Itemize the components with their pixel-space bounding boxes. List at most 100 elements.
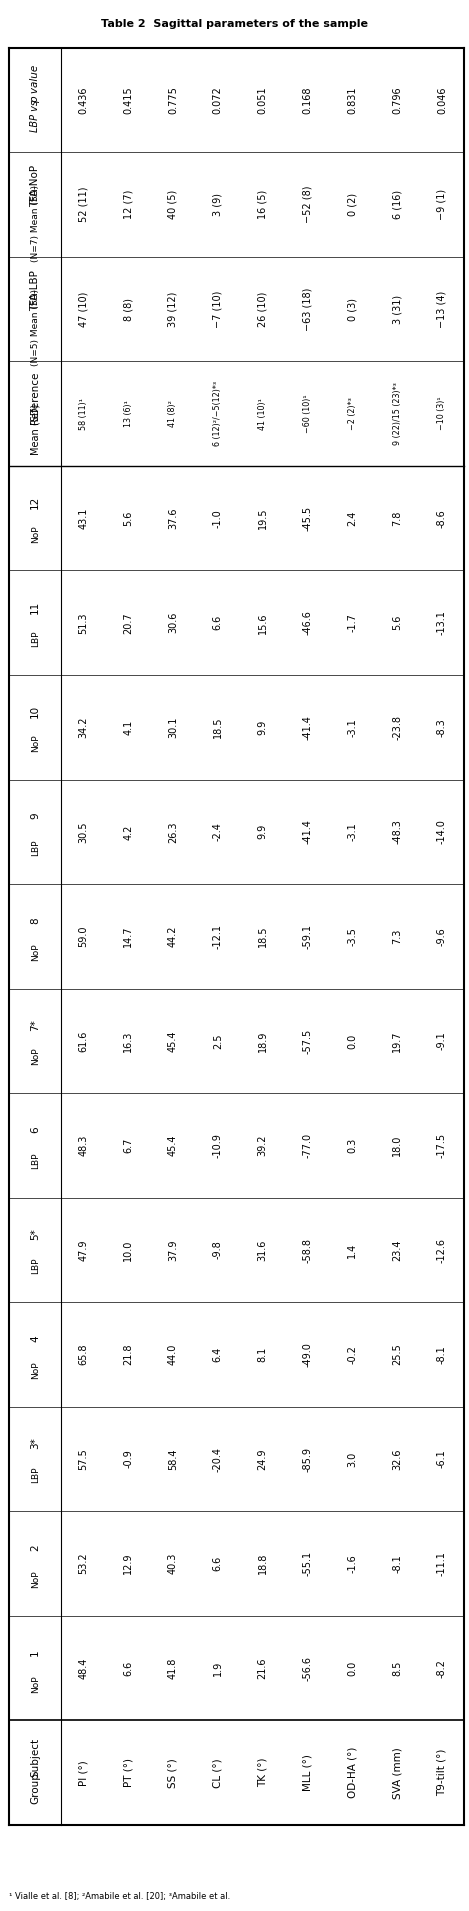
Text: 24.9: 24.9	[257, 1449, 268, 1470]
Text: 48.3: 48.3	[78, 1135, 88, 1156]
Text: 6.6: 6.6	[213, 615, 223, 631]
Text: 2: 2	[30, 1544, 40, 1552]
Text: -10.9: -10.9	[213, 1133, 223, 1158]
Text: 5*: 5*	[30, 1229, 40, 1240]
Text: -3.1: -3.1	[347, 719, 357, 736]
Text: 5.6: 5.6	[123, 510, 133, 526]
Text: 6.4: 6.4	[213, 1347, 223, 1363]
Text: 2.5: 2.5	[213, 1034, 223, 1049]
Text: 0.0: 0.0	[347, 1034, 357, 1049]
Text: PT (°): PT (°)	[123, 1758, 133, 1787]
Text: 18.0: 18.0	[392, 1135, 402, 1156]
Text: −60 (10)¹: −60 (10)¹	[303, 394, 312, 434]
Text: OD-HA (°): OD-HA (°)	[347, 1747, 357, 1798]
Text: 21.8: 21.8	[123, 1343, 133, 1364]
Text: 26 (10): 26 (10)	[257, 292, 268, 327]
Text: 4: 4	[30, 1336, 40, 1342]
Text: 9.9: 9.9	[257, 720, 268, 736]
Text: 12 (7): 12 (7)	[123, 189, 133, 220]
Text: 47 (10): 47 (10)	[78, 292, 88, 327]
Text: −63 (18): −63 (18)	[303, 287, 312, 331]
Text: 7.8: 7.8	[392, 510, 402, 526]
Text: 14.7: 14.7	[123, 925, 133, 948]
Text: -1.7: -1.7	[347, 613, 357, 633]
Text: 30.6: 30.6	[168, 612, 178, 633]
Text: −7 (10): −7 (10)	[213, 290, 223, 329]
Text: -45.5: -45.5	[303, 506, 312, 531]
Text: 0.0: 0.0	[347, 1661, 357, 1676]
Text: 58.4: 58.4	[168, 1449, 178, 1470]
Text: 8.1: 8.1	[257, 1347, 268, 1363]
Text: 44.2: 44.2	[168, 925, 178, 948]
Text: LBP: LBP	[30, 1152, 40, 1170]
Text: 0.831: 0.831	[347, 86, 357, 115]
Text: Reference: Reference	[30, 373, 40, 424]
Text: 1.9: 1.9	[213, 1661, 223, 1676]
Text: 61.6: 61.6	[78, 1030, 88, 1051]
Text: -8.6: -8.6	[437, 508, 447, 527]
Text: 13 (6)¹: 13 (6)¹	[124, 399, 133, 428]
Text: -0.9: -0.9	[123, 1450, 133, 1468]
Text: CL (°): CL (°)	[213, 1758, 223, 1787]
Text: -8.3: -8.3	[437, 719, 447, 736]
Text: 41 (8)²: 41 (8)²	[168, 399, 177, 428]
Text: 39.2: 39.2	[257, 1135, 268, 1156]
Text: 0.051: 0.051	[257, 86, 268, 115]
Text: 18.9: 18.9	[257, 1030, 268, 1051]
Text: 3*: 3*	[30, 1437, 40, 1449]
Text: NoP: NoP	[30, 734, 40, 751]
Text: 58 (11)¹: 58 (11)¹	[79, 397, 88, 430]
Text: 0.3: 0.3	[347, 1137, 357, 1152]
Text: 3.0: 3.0	[347, 1452, 357, 1468]
Text: p value: p value	[30, 65, 40, 103]
Text: -1.0: -1.0	[213, 508, 223, 527]
Text: LBP: LBP	[30, 1466, 40, 1483]
Text: -41.4: -41.4	[303, 715, 312, 740]
Text: 0.046: 0.046	[437, 86, 447, 115]
Text: 4.2: 4.2	[123, 824, 133, 839]
Text: 7.3: 7.3	[392, 929, 402, 944]
Text: -77.0: -77.0	[303, 1133, 312, 1158]
Text: 6 (12)²/−5(12)*³: 6 (12)²/−5(12)*³	[213, 380, 222, 447]
Text: 18.8: 18.8	[257, 1554, 268, 1575]
Text: 12: 12	[30, 497, 40, 508]
Text: SVA (mm): SVA (mm)	[392, 1747, 402, 1798]
Text: NoP: NoP	[30, 944, 40, 961]
Text: 25.5: 25.5	[392, 1343, 402, 1366]
Text: -58.8: -58.8	[303, 1238, 312, 1263]
Text: 30.1: 30.1	[168, 717, 178, 738]
Text: 0.775: 0.775	[168, 86, 178, 115]
Text: 44.0: 44.0	[168, 1343, 178, 1364]
Text: 10: 10	[30, 705, 40, 719]
Text: 8.5: 8.5	[392, 1661, 402, 1676]
Text: −2 (2)*³: −2 (2)*³	[348, 397, 357, 430]
Text: 1: 1	[30, 1649, 40, 1655]
Text: 9 (22)/15 (23)*³: 9 (22)/15 (23)*³	[393, 382, 401, 445]
Text: 37.9: 37.9	[168, 1238, 178, 1261]
Text: -6.1: -6.1	[437, 1450, 447, 1468]
Text: 8: 8	[30, 917, 40, 925]
Text: -57.5: -57.5	[303, 1028, 312, 1053]
Text: -1.6: -1.6	[347, 1554, 357, 1573]
Text: 51.3: 51.3	[78, 612, 88, 634]
Text: 6 (16): 6 (16)	[392, 189, 402, 220]
Text: 9.9: 9.9	[257, 824, 268, 839]
Text: 16 (5): 16 (5)	[257, 189, 268, 220]
Text: (N=7) Mean (SD): (N=7) Mean (SD)	[30, 185, 40, 262]
Text: -9.6: -9.6	[437, 927, 447, 946]
Text: 23.4: 23.4	[392, 1238, 402, 1261]
Text: ¹ Vialle et al. [8]; ²Amabile et al. [20]; ³Amabile et al.: ¹ Vialle et al. [8]; ²Amabile et al. [20…	[9, 1892, 231, 1901]
Text: 26.3: 26.3	[168, 822, 178, 843]
Text: 40.3: 40.3	[168, 1554, 178, 1575]
Text: 9: 9	[30, 812, 40, 820]
Text: NoP: NoP	[30, 1361, 40, 1380]
Text: 3 (31): 3 (31)	[392, 294, 402, 323]
Text: 15.6: 15.6	[257, 612, 268, 634]
Text: Group: Group	[30, 1773, 40, 1804]
Text: −13 (4): −13 (4)	[437, 290, 447, 329]
Text: 12.9: 12.9	[123, 1554, 133, 1575]
Text: LBP: LBP	[30, 839, 40, 856]
Text: 40 (5): 40 (5)	[168, 189, 178, 220]
Text: 21.6: 21.6	[257, 1657, 268, 1680]
Text: -13.1: -13.1	[437, 610, 447, 634]
